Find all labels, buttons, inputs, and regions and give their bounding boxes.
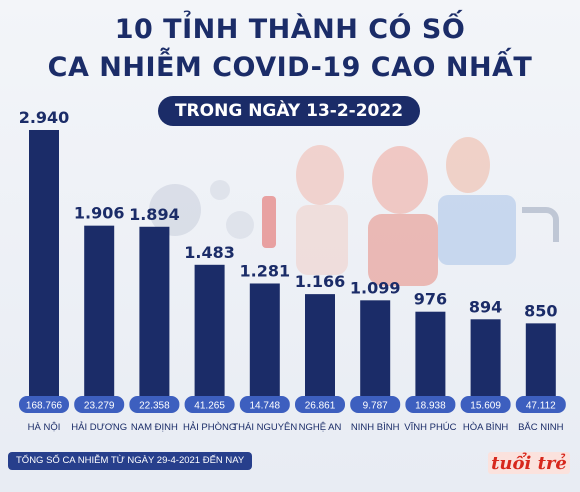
category-label: HÒA BÌNH <box>463 422 509 433</box>
bar <box>194 264 225 402</box>
bar <box>470 319 501 402</box>
bar-group: 976 18.938 VĨNH PHÚC <box>404 290 456 433</box>
title-line-2: CA NHIỄM COVID-19 CAO NHẤT <box>47 52 533 83</box>
cumulative-pill <box>239 396 290 413</box>
bar-value-label: 1.099 <box>350 278 401 297</box>
category-label: HÀ NỘI <box>28 422 61 433</box>
bar-group: 850 47.112 BẮC NINH <box>515 301 566 433</box>
cumulative-value: 9.787 <box>363 401 388 412</box>
bar <box>139 226 170 402</box>
date-subtitle: TRONG NGÀY 13-2-2022 <box>158 96 420 126</box>
category-label: HẢI DƯƠNG <box>71 421 127 433</box>
cumulative-value: 47.112 <box>526 401 556 412</box>
bar-value-label: 850 <box>524 301 557 320</box>
bar <box>249 283 280 402</box>
category-label: NAM ĐỊNH <box>131 422 178 433</box>
bar <box>525 323 556 402</box>
category-label: THÁI NGUYÊN <box>232 422 297 433</box>
svg-text:tuổi trẻ: tuổi trẻ <box>491 450 567 474</box>
category-label: VĨNH PHÚC <box>404 422 456 433</box>
cumulative-pill <box>129 396 180 413</box>
bar-value-label: 1.894 <box>129 205 180 224</box>
category-label: HẢI PHÒNG <box>183 421 236 433</box>
cumulative-pill <box>19 396 69 413</box>
bar-group: 894 15.609 HÒA BÌNH <box>460 297 511 433</box>
bar-group: 2.940 168.766 HÀ NỘI <box>19 108 70 433</box>
cumulative-pill <box>184 396 235 413</box>
cumulative-pill <box>350 396 401 413</box>
cumulative-pill <box>405 396 456 413</box>
cumulative-value: 18.938 <box>415 401 446 412</box>
category-label: BẮC NINH <box>518 422 564 433</box>
virus-icon <box>149 180 254 239</box>
bar-value-label: 1.281 <box>239 261 290 280</box>
bar <box>360 300 391 402</box>
cumulative-value: 14.748 <box>250 401 281 412</box>
cumulative-value: 168.766 <box>26 401 63 412</box>
bar-group: 1.099 9.787 NINH BÌNH <box>350 278 401 433</box>
bar-value-label: 1.906 <box>74 204 125 223</box>
bar <box>84 225 115 402</box>
bar-group: 1.894 22.358 NAM ĐỊNH <box>129 205 180 433</box>
cumulative-pill <box>460 396 511 413</box>
cumulative-value: 41.265 <box>194 401 225 412</box>
cumulative-value: 15.609 <box>470 401 501 412</box>
tuoi-tre-logo: tuổi trẻ <box>488 450 570 474</box>
faucet-icon <box>522 207 559 242</box>
cumulative-pill <box>295 396 345 413</box>
illustration <box>149 137 559 286</box>
bar <box>29 130 59 402</box>
cumulative-note: TỔNG SỐ CA NHIỄM TỪ NGÀY 29-4-2021 ĐẾN N… <box>8 452 252 470</box>
cumulative-pill <box>515 396 566 413</box>
cumulative-value: 22.358 <box>139 401 170 412</box>
bar-value-label: 1.483 <box>184 243 235 262</box>
category-label: NINH BÌNH <box>351 422 400 433</box>
bar-value-label: 976 <box>414 290 447 309</box>
bar-group: 1.166 26.861 NGHỆ AN <box>295 272 346 433</box>
bar-value-label: 894 <box>469 297 502 316</box>
cumulative-pill <box>74 396 125 413</box>
bar-group: 1.483 41.265 HẢI PHÒNG <box>183 243 236 433</box>
cumulative-value: 23.279 <box>84 401 115 412</box>
cumulative-value: 26.861 <box>305 401 336 412</box>
title-line-1: 10 TỈNH THÀNH CÓ SỐ <box>114 14 466 45</box>
bar-group: 1.906 23.279 HẢI DƯƠNG <box>71 204 127 433</box>
bar <box>305 294 335 402</box>
bar-value-label: 1.166 <box>295 272 346 291</box>
bar-value-label: 2.940 <box>19 108 70 127</box>
people-illustration <box>262 137 516 286</box>
category-label: NGHỆ AN <box>299 422 342 433</box>
bar-group: 1.281 14.748 THÁI NGUYÊN <box>232 261 297 433</box>
bar <box>415 311 446 402</box>
